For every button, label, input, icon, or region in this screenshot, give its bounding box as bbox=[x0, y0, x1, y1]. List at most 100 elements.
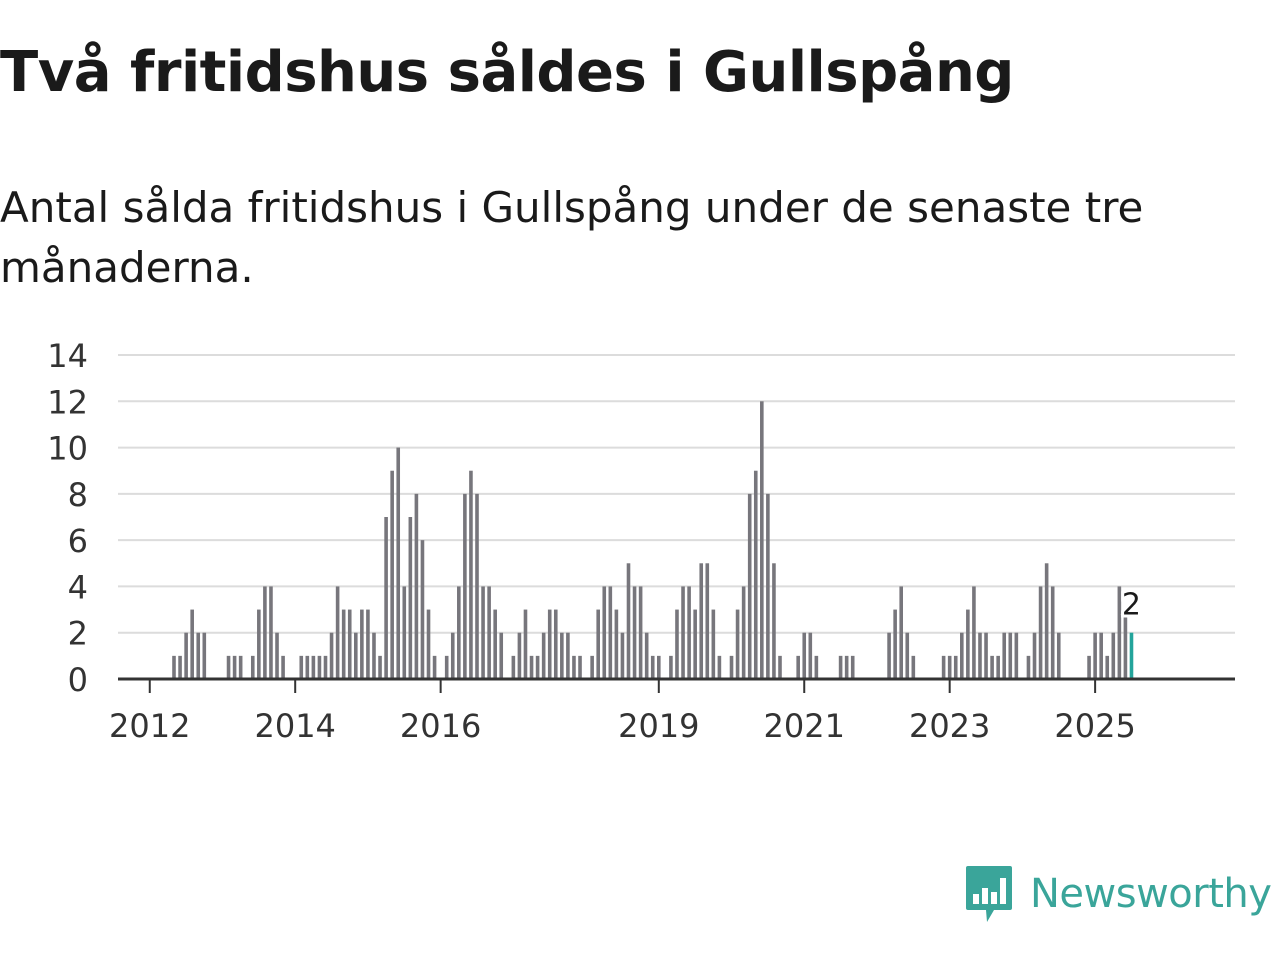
bar bbox=[687, 586, 691, 679]
bar bbox=[1008, 632, 1013, 679]
bar bbox=[329, 632, 334, 679]
bar bbox=[360, 609, 364, 679]
gridlines bbox=[118, 354, 1235, 634]
bar bbox=[408, 517, 413, 679]
bar bbox=[317, 655, 322, 679]
bar bbox=[699, 563, 704, 679]
bar bbox=[1056, 632, 1061, 679]
bar bbox=[669, 655, 673, 679]
bar bbox=[463, 493, 467, 679]
x-tick-label: 2021 bbox=[764, 707, 845, 745]
bar bbox=[335, 586, 340, 679]
bar bbox=[1038, 586, 1043, 679]
bar bbox=[1117, 586, 1122, 679]
bar bbox=[681, 586, 685, 679]
bar bbox=[905, 632, 910, 679]
bar bbox=[947, 655, 952, 679]
bar bbox=[172, 655, 176, 679]
bar bbox=[475, 493, 479, 679]
bar bbox=[299, 655, 304, 679]
bar bbox=[887, 632, 891, 679]
bar bbox=[566, 632, 570, 679]
newsworthy-logo-icon bbox=[966, 866, 1012, 922]
bar bbox=[602, 586, 607, 679]
bar bbox=[632, 586, 637, 679]
bar bbox=[378, 655, 382, 679]
bar bbox=[960, 632, 964, 679]
bar bbox=[426, 609, 431, 679]
bar bbox=[432, 655, 437, 679]
bar bbox=[717, 655, 722, 679]
bar bbox=[1105, 655, 1110, 679]
bar bbox=[402, 586, 407, 679]
annotation-label: 2 bbox=[1122, 588, 1141, 623]
bar bbox=[250, 655, 255, 679]
chart-title: Två fritidshus såldes i Gullspång bbox=[0, 40, 1014, 105]
bar bbox=[444, 655, 449, 679]
bar bbox=[396, 447, 401, 679]
bar bbox=[972, 586, 976, 679]
x-tick-label: 2014 bbox=[254, 707, 335, 745]
bar bbox=[1044, 563, 1049, 679]
bar bbox=[414, 493, 419, 679]
bar bbox=[354, 632, 358, 679]
bar bbox=[644, 632, 649, 679]
y-tick-label: 2 bbox=[68, 615, 88, 653]
bar bbox=[487, 586, 491, 679]
bar bbox=[693, 609, 697, 679]
bar bbox=[1050, 586, 1055, 679]
bar bbox=[232, 655, 237, 679]
bar bbox=[523, 609, 528, 679]
bar bbox=[184, 632, 188, 679]
bar bbox=[196, 632, 201, 679]
bar bbox=[911, 655, 916, 679]
bar bbox=[778, 655, 782, 679]
bar bbox=[178, 655, 182, 679]
bar bbox=[1087, 655, 1091, 679]
bar bbox=[481, 586, 485, 679]
bar bbox=[772, 563, 776, 679]
bar bbox=[590, 655, 594, 679]
y-tick-label: 14 bbox=[47, 337, 88, 375]
y-tick-label: 0 bbox=[68, 661, 88, 699]
bar bbox=[469, 470, 473, 679]
bar bbox=[529, 655, 534, 679]
bar bbox=[796, 655, 800, 679]
bar bbox=[190, 609, 194, 679]
bar bbox=[657, 655, 661, 679]
bar bbox=[372, 632, 376, 679]
bar bbox=[1111, 632, 1116, 679]
bar bbox=[269, 586, 273, 679]
bar bbox=[238, 655, 243, 679]
bar bbox=[226, 655, 231, 679]
bar bbox=[838, 655, 843, 679]
bar bbox=[384, 517, 388, 679]
bar bbox=[281, 655, 285, 679]
bar bbox=[741, 586, 746, 679]
y-tick-label: 10 bbox=[47, 430, 88, 468]
bar bbox=[899, 586, 903, 679]
bar-highlight bbox=[1129, 632, 1134, 679]
bar bbox=[1014, 632, 1019, 679]
bar bbox=[705, 563, 710, 679]
bar bbox=[984, 632, 988, 679]
bar bbox=[1002, 632, 1007, 679]
x-tick-label: 2023 bbox=[909, 707, 990, 745]
brand: Newsworthy bbox=[964, 862, 1272, 926]
bar bbox=[614, 609, 619, 679]
bar bbox=[202, 632, 207, 679]
bar bbox=[541, 632, 546, 679]
bar bbox=[753, 470, 758, 679]
bar bbox=[766, 493, 770, 679]
bar bbox=[275, 632, 279, 679]
bar bbox=[844, 655, 849, 679]
bar bbox=[596, 609, 600, 679]
bar bbox=[1026, 655, 1031, 679]
bar bbox=[711, 609, 716, 679]
bar bbox=[802, 632, 807, 679]
annotation: 2 bbox=[1119, 585, 1144, 626]
y-tick-label: 6 bbox=[68, 522, 88, 560]
bar bbox=[1032, 632, 1037, 679]
y-axis-ticks: 0 2 4 6 8 10 12 14 bbox=[47, 337, 88, 699]
x-axis-ticks: 2012 2014 2016 2019 2021 2023 2025 bbox=[109, 679, 1136, 745]
